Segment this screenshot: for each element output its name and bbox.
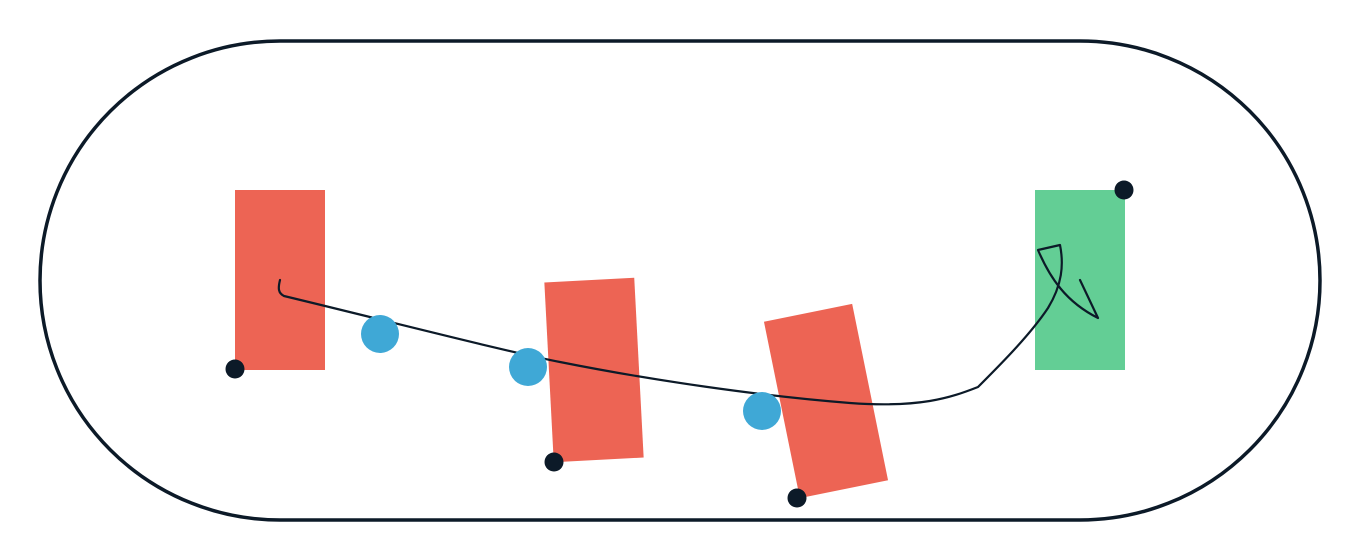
obstacle-2: [544, 277, 644, 463]
waypoint-3: [743, 392, 781, 430]
waypoint-1: [361, 315, 399, 353]
trajectory-path: [277, 243, 1100, 406]
anchor-obstacle-3: [787, 488, 807, 508]
anchor-obstacle-1: [225, 359, 245, 379]
track-outline: [38, 39, 1322, 522]
waypoint-2: [509, 348, 547, 386]
anchor-obstacle-2: [544, 452, 564, 472]
anchor-goal: [1114, 180, 1134, 200]
